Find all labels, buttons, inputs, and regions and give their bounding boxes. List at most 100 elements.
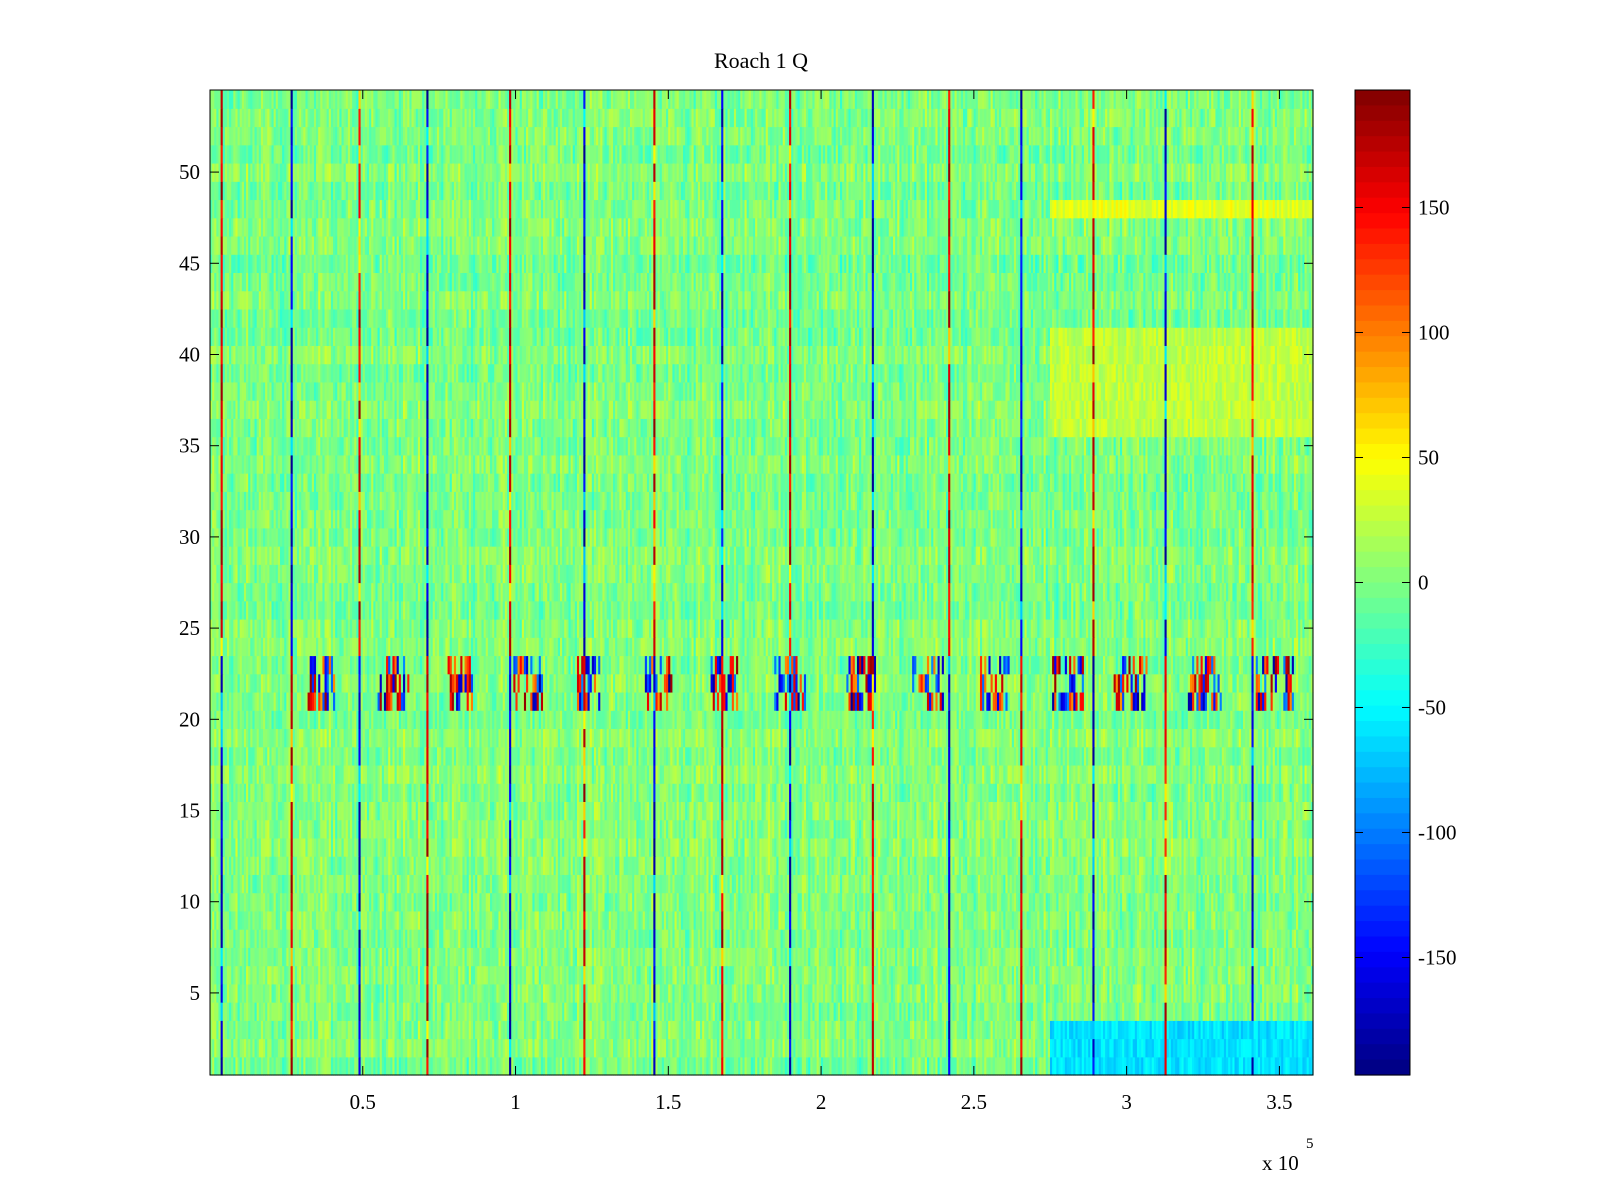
heatmap-cell (1211, 1038, 1214, 1058)
heatmap-cell (1077, 1002, 1081, 1021)
heatmap-cell (248, 1020, 251, 1040)
heatmap-cell (299, 1020, 302, 1040)
heatmap-cell (280, 983, 283, 1003)
heatmap-cell (369, 1056, 372, 1076)
heatmap-cell (820, 1038, 824, 1058)
heatmap-cell (1141, 1002, 1144, 1021)
heatmap-cell (1035, 1020, 1038, 1040)
heatmap-cell (328, 1056, 332, 1076)
heatmap-cell (246, 1056, 249, 1076)
heatmap-cell (850, 1002, 854, 1021)
heatmap-cell (719, 1038, 722, 1058)
heatmap-cell (581, 1056, 584, 1076)
heatmap-cell (778, 1056, 782, 1076)
heatmap-cell (388, 1038, 391, 1058)
heatmap-cell (1251, 1038, 1255, 1058)
heatmap-cell (956, 1056, 960, 1076)
heatmap-cell (271, 1002, 275, 1021)
heatmap-cell (564, 1020, 567, 1040)
heatmap-cell (606, 1056, 610, 1076)
heatmap-cell (218, 983, 222, 1003)
heatmap-cell (1037, 1038, 1040, 1058)
heatmap-cell (776, 1002, 780, 1021)
heatmap-cell (1253, 1038, 1257, 1058)
heatmap-cell (663, 1020, 667, 1040)
heatmap-cell (617, 1020, 620, 1040)
heatmap-cell (506, 1038, 510, 1058)
heatmap-cell (551, 1038, 555, 1058)
heatmap-cell (890, 1002, 894, 1021)
heatmap-cell (477, 1002, 480, 1021)
heatmap-cell (907, 1038, 911, 1058)
heatmap-cell (1003, 1056, 1007, 1076)
heatmap-cell (876, 1056, 879, 1076)
heatmap-cell (468, 1038, 472, 1058)
heatmap-cell (311, 1002, 315, 1021)
heatmap-cell (897, 1002, 900, 1021)
heatmap-cell (1141, 1038, 1144, 1058)
heatmap-cell (1149, 1002, 1153, 1021)
heatmap-cell (761, 1056, 765, 1076)
heatmap-cell (859, 1056, 862, 1076)
heatmap-cell (935, 1020, 939, 1040)
heatmap-cell (1109, 1020, 1113, 1040)
heatmap-cell (975, 1038, 979, 1058)
heatmap-cell (1096, 1038, 1100, 1058)
heatmap-cell (1234, 1038, 1238, 1058)
heatmap-cell (1249, 1038, 1253, 1058)
heatmap-cell (1083, 1038, 1087, 1058)
heatmap-cell (1092, 1038, 1096, 1058)
heatmap-cell (436, 1002, 440, 1021)
heatmap-cell (763, 1038, 767, 1058)
heatmap-cell (623, 1002, 627, 1021)
heatmap-cell (863, 1020, 867, 1040)
heatmap-cell (1098, 1038, 1102, 1058)
heatmap-cell (1064, 1020, 1068, 1040)
heatmap-cell (1304, 1056, 1308, 1076)
heatmap-cell (683, 1056, 686, 1076)
heatmap-cell (521, 1038, 525, 1058)
heatmap-cell (1291, 1038, 1295, 1058)
heatmap-cell (250, 1020, 254, 1040)
heatmap-cell (1253, 1020, 1257, 1040)
heatmap-cell (1158, 1038, 1161, 1058)
heatmap-cell (1187, 1020, 1191, 1040)
heatmap-cell (801, 1002, 805, 1021)
heatmap-cell (1049, 1002, 1053, 1021)
heatmap-cell (538, 1002, 542, 1021)
heatmap-cell (275, 1020, 279, 1040)
heatmap-cell (258, 1038, 262, 1058)
heatmap-cell (1221, 1038, 1225, 1058)
heatmap-cell (352, 1038, 355, 1058)
heatmap-cell (827, 1056, 830, 1076)
heatmap-cell (680, 1020, 684, 1040)
heatmap-cell (812, 1002, 816, 1021)
heatmap-cell (366, 1002, 370, 1021)
heatmap-cell (237, 1002, 241, 1021)
heatmap-cell (719, 1020, 722, 1040)
heatmap-cell (277, 1038, 281, 1058)
heatmap-cell (534, 1002, 538, 1021)
heatmap-cell (878, 1056, 881, 1076)
heatmap-cell (1262, 1002, 1265, 1021)
heatmap-cell (914, 1038, 917, 1058)
heatmap-cell (498, 1038, 502, 1058)
heatmap-cell (1166, 1056, 1170, 1076)
heatmap-cell (880, 1020, 883, 1040)
heatmap-cell (392, 1056, 396, 1076)
heatmap-cell (996, 1002, 1000, 1021)
heatmap-cell (657, 1056, 661, 1076)
heatmap-cell (661, 1056, 665, 1076)
heatmap-cell (337, 1038, 340, 1058)
heatmap-cell (1245, 1056, 1248, 1076)
heatmap-cell (243, 1002, 247, 1021)
heatmap-cell (1219, 1056, 1223, 1076)
heatmap-cell (400, 1020, 404, 1040)
heatmap-cell (254, 1020, 258, 1040)
heatmap-cell (1047, 1002, 1051, 1021)
heatmap-cell (1075, 1056, 1079, 1076)
heatmap-cell (1310, 1056, 1314, 1076)
heatmap-cell (1173, 1002, 1176, 1021)
heatmap-cell (1143, 1002, 1147, 1021)
heatmap-cell (1236, 1056, 1240, 1076)
